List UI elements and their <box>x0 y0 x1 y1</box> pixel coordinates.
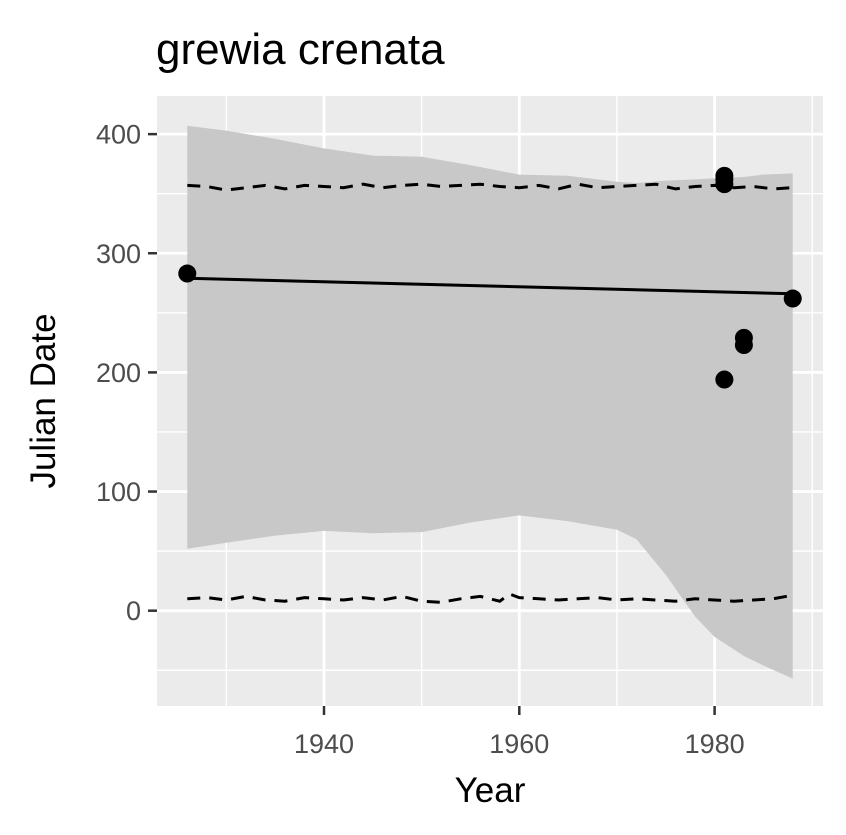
chart-title: grewia crenata <box>156 25 445 74</box>
y-tick-label: 100 <box>96 477 141 507</box>
y-tick-label: 0 <box>126 596 141 626</box>
data-point <box>783 289 802 308</box>
y-axis-title: Julian Date <box>24 313 63 488</box>
x-axis: 1940 1960 1980 <box>294 706 745 759</box>
trend-line <box>187 276 793 296</box>
confidence-ribbon <box>187 125 793 679</box>
data-point <box>734 336 753 355</box>
data-point <box>715 175 734 194</box>
lower-bound-dashed-line <box>187 592 793 604</box>
x-axis-title: Year <box>455 771 526 810</box>
upper-bound-dashed-line <box>187 182 793 192</box>
x-tick-label: 1940 <box>294 729 354 759</box>
y-tick-label: 400 <box>96 120 141 150</box>
data-points <box>178 166 802 389</box>
data-point <box>178 264 197 283</box>
y-tick-label: 300 <box>96 239 141 269</box>
data-point <box>715 370 734 389</box>
y-tick-label: 200 <box>96 358 141 388</box>
y-axis: 0 100 200 300 400 <box>96 120 157 626</box>
x-tick-label: 1980 <box>685 729 745 759</box>
x-tick-label: 1960 <box>489 729 549 759</box>
